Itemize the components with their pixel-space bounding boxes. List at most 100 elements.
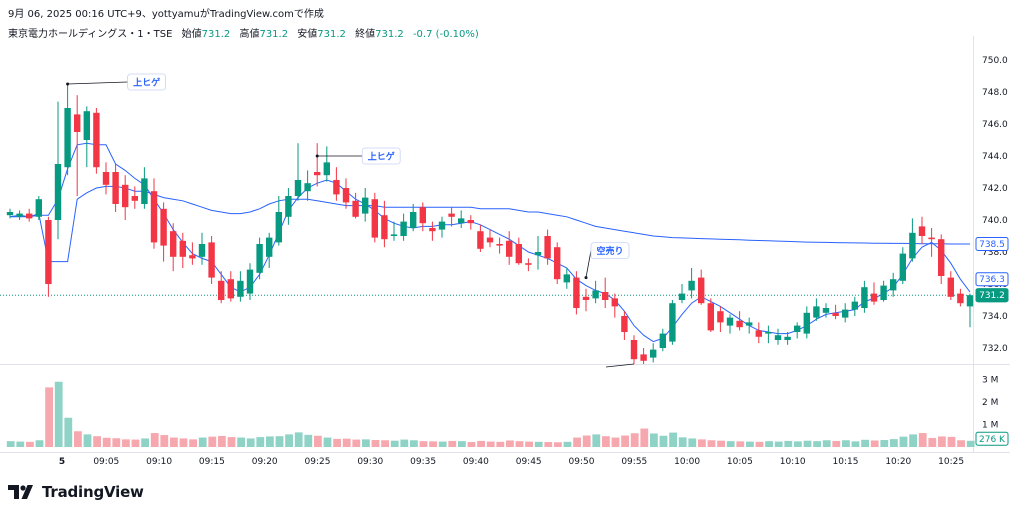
candle-body: [746, 322, 752, 325]
candle-body: [103, 172, 109, 185]
candle-body: [64, 108, 70, 167]
candle-body: [650, 350, 656, 358]
candle: [554, 242, 560, 284]
volume-bar: [794, 441, 802, 447]
volume-bar: [631, 433, 639, 447]
candle: [180, 233, 186, 268]
candle: [813, 298, 819, 320]
time-axis-tick-label: 09:25: [305, 457, 331, 467]
volume-bar: [871, 440, 879, 447]
volume-bar: [26, 442, 34, 447]
volume-bar: [180, 438, 188, 447]
tradingview-logo[interactable]: TradingView: [8, 481, 144, 503]
candle: [708, 298, 714, 332]
candle: [458, 210, 464, 228]
price-axis-tick-label: 734.0: [982, 312, 1008, 322]
volume-bar: [429, 441, 437, 447]
volume-bar: [218, 436, 226, 447]
volume-bar: [439, 442, 447, 447]
candle: [132, 186, 138, 208]
candle-body: [727, 318, 733, 326]
price-axis-tick-label: 732.0: [982, 344, 1008, 354]
volume-bar: [928, 438, 936, 447]
last-price-tag-text: 731.2: [979, 291, 1005, 301]
volume-bar: [64, 418, 72, 447]
volume-bar: [669, 433, 677, 447]
candle: [324, 146, 330, 181]
volume-bar: [890, 439, 898, 447]
volume-bar: [400, 440, 408, 447]
candle: [112, 164, 118, 212]
volume-bar: [861, 440, 869, 447]
candle-body: [621, 316, 627, 332]
volume-bar: [554, 442, 562, 447]
candle-body: [448, 214, 454, 217]
candle-body: [890, 279, 896, 290]
candle-body: [496, 244, 502, 246]
volume-bar: [506, 440, 514, 447]
candle-body: [304, 183, 310, 191]
volume-bar: [391, 441, 399, 447]
volume-bar: [237, 438, 245, 447]
volume-bar: [852, 441, 860, 447]
candle-body: [362, 198, 368, 214]
candle-body: [880, 286, 886, 300]
candle-body: [93, 113, 99, 167]
candle-body: [477, 231, 483, 249]
candle: [525, 258, 531, 271]
volume-bar: [103, 438, 111, 447]
volume-bar: [122, 439, 130, 447]
volume-bar: [967, 441, 975, 447]
volume-bar: [602, 436, 610, 447]
volume-price-tag: 276 K: [976, 432, 1008, 445]
ma-slow-price-tag: 738.5: [976, 238, 1008, 251]
candle: [890, 273, 896, 297]
volume-bar: [487, 442, 495, 447]
candle: [45, 217, 51, 297]
candle: [640, 348, 646, 364]
candle: [285, 188, 291, 225]
candle: [314, 143, 320, 186]
volume-bar: [516, 441, 524, 447]
volume-bar: [564, 442, 572, 447]
volume-bar: [708, 440, 716, 447]
candle-body: [592, 290, 598, 298]
candle: [592, 281, 598, 303]
candle-body: [247, 270, 253, 294]
candle: [535, 236, 541, 270]
candle: [861, 281, 867, 313]
candle-body: [938, 239, 944, 276]
volume-bar: [304, 435, 312, 447]
volume-bar: [698, 439, 706, 447]
candle: [103, 162, 109, 194]
candle-body: [698, 278, 704, 304]
volume-bar: [372, 440, 380, 447]
volume-bar: [448, 441, 456, 447]
candle: [775, 329, 781, 345]
candle: [439, 217, 445, 238]
price-axis-tick-label: 750.0: [982, 56, 1008, 66]
candle-body: [909, 233, 915, 259]
candle-body: [266, 238, 272, 257]
candle-body: [804, 313, 810, 334]
time-axis-tick-label: 5: [59, 457, 65, 467]
candle: [228, 271, 234, 301]
candle-body: [151, 191, 157, 242]
candle-body: [871, 294, 877, 302]
candle-body: [640, 354, 646, 360]
candle-body: [794, 326, 800, 332]
annotation-text: 空売り: [596, 245, 623, 257]
volume-bar: [324, 438, 332, 447]
time-axis-tick-label: 09:20: [252, 457, 278, 467]
candle-body: [736, 321, 742, 327]
candle-body: [660, 334, 666, 348]
candle-body: [439, 222, 445, 230]
candle: [756, 322, 762, 343]
volume-bar: [957, 440, 965, 447]
candle: [516, 238, 522, 265]
candle: [909, 218, 915, 261]
candle-body: [564, 274, 570, 282]
candle: [871, 282, 877, 304]
candle-body: [55, 164, 61, 220]
